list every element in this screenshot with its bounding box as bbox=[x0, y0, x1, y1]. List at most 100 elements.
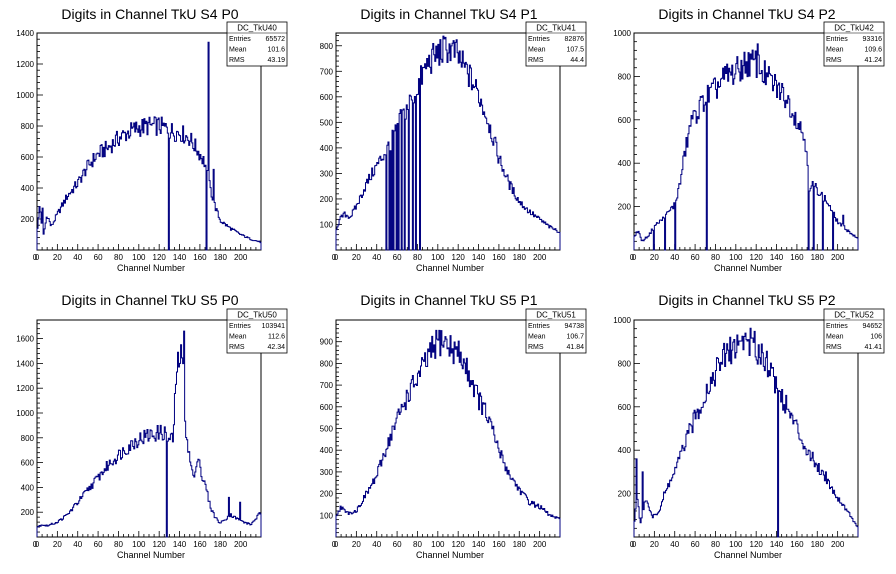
stats-box-frame bbox=[823, 308, 885, 354]
x-tick-label: 20 bbox=[352, 253, 361, 262]
stats-name: DC_TkU52 bbox=[834, 311, 874, 320]
x-tick-label: 160 bbox=[492, 540, 506, 549]
stats-name: DC_TkU50 bbox=[237, 311, 277, 320]
stats-label: RMS bbox=[528, 57, 544, 64]
x-axis-label: Channel Number bbox=[714, 550, 782, 560]
x-tick-label: 200 bbox=[831, 540, 845, 549]
y-tick-label: 800 bbox=[320, 359, 334, 368]
x-tick-label: 120 bbox=[452, 540, 466, 549]
stats-box-frame bbox=[226, 308, 288, 354]
stats-name: DC_TkU40 bbox=[237, 24, 277, 33]
stats-name: DC_TkU51 bbox=[536, 311, 576, 320]
x-tick-label: 140 bbox=[173, 540, 187, 549]
stats-box: DC_TkU40 Entries 65572 Mean 101.6 RMS 43.19 bbox=[226, 21, 288, 67]
y-tick-label: 600 bbox=[320, 403, 334, 412]
stats-value: 44.4 bbox=[570, 57, 584, 64]
y-tick-label: 500 bbox=[320, 118, 334, 127]
x-tick-label: 120 bbox=[750, 253, 764, 262]
y-tick-label: 800 bbox=[21, 434, 35, 443]
x-tick-label: 80 bbox=[413, 253, 422, 262]
stats-value: 94652 bbox=[863, 323, 883, 330]
chart-title: Digits in Channel TkU S5 P2 bbox=[658, 292, 835, 308]
stats-label: Entries bbox=[528, 36, 550, 43]
histogram-panel: Digits in Channel TkU S4 P1 0 20 40 60 80 100 1… bbox=[320, 6, 587, 273]
y-tick-label: 400 bbox=[320, 446, 334, 455]
stats-label: RMS bbox=[826, 57, 842, 64]
y-tick-label: 600 bbox=[21, 459, 35, 468]
x-tick-label: 0 bbox=[334, 253, 339, 262]
x-tick-label: 160 bbox=[193, 540, 207, 549]
stats-value: 106 bbox=[870, 334, 882, 341]
y-tick-label: 100 bbox=[320, 511, 334, 520]
x-axis-label: Channel Number bbox=[714, 263, 782, 273]
origin-tick-label: 0 bbox=[630, 253, 635, 262]
stats-label: RMS bbox=[229, 344, 245, 351]
stats-box: DC_TkU50 Entries 103941 Mean 112.6 RMS 42.34 bbox=[226, 308, 288, 354]
x-tick-label: 140 bbox=[770, 540, 784, 549]
origin-tick-label: 0 bbox=[332, 253, 337, 262]
y-tick-label: 600 bbox=[21, 153, 35, 162]
x-tick-label: 40 bbox=[73, 253, 82, 262]
x-axis-label: Channel Number bbox=[416, 263, 484, 273]
y-tick-label: 600 bbox=[618, 116, 632, 125]
y-tick-label: 1000 bbox=[613, 29, 631, 38]
x-tick-label: 160 bbox=[492, 253, 506, 262]
chart-title: Digits in Channel TkU S4 P2 bbox=[658, 6, 835, 22]
origin-tick-label: 0 bbox=[630, 540, 635, 549]
x-tick-label: 160 bbox=[193, 253, 207, 262]
histogram-line bbox=[36, 41, 262, 251]
x-tick-label: 200 bbox=[234, 540, 248, 549]
x-tick-label: 20 bbox=[53, 540, 62, 549]
stats-value: 107.5 bbox=[566, 47, 584, 54]
y-tick-label: 200 bbox=[320, 195, 334, 204]
x-tick-label: 100 bbox=[729, 253, 743, 262]
x-tick-label: 80 bbox=[711, 253, 720, 262]
stats-label: Entries bbox=[826, 323, 848, 330]
x-tick-label: 0 bbox=[632, 253, 637, 262]
y-tick-label: 400 bbox=[21, 184, 35, 193]
stats-box-frame bbox=[226, 21, 288, 67]
y-tick-label: 700 bbox=[320, 381, 334, 390]
y-tick-label: 200 bbox=[618, 203, 632, 212]
origin-tick-label: 0 bbox=[332, 540, 337, 549]
y-tick-label: 200 bbox=[21, 215, 35, 224]
stats-value: 109.6 bbox=[864, 47, 882, 54]
x-tick-label: 40 bbox=[670, 540, 679, 549]
x-tick-label: 120 bbox=[153, 540, 167, 549]
y-tick-label: 600 bbox=[618, 403, 632, 412]
stats-value: 41.24 bbox=[864, 57, 882, 64]
x-tick-label: 100 bbox=[431, 540, 445, 549]
x-tick-label: 20 bbox=[53, 253, 62, 262]
chart-title: Digits in Channel TkU S5 P1 bbox=[360, 292, 537, 308]
x-tick-label: 140 bbox=[173, 253, 187, 262]
x-tick-label: 180 bbox=[513, 540, 527, 549]
histogram-line bbox=[335, 35, 561, 251]
x-tick-label: 120 bbox=[452, 253, 466, 262]
x-tick-label: 0 bbox=[35, 540, 40, 549]
y-tick-label: 600 bbox=[320, 93, 334, 102]
chart-title: Digits in Channel TkU S5 P0 bbox=[61, 292, 238, 308]
y-tick-label: 800 bbox=[21, 122, 35, 131]
y-tick-label: 1200 bbox=[16, 60, 34, 69]
y-tick-label: 900 bbox=[320, 338, 334, 347]
stats-value: 65572 bbox=[266, 36, 286, 43]
histogram-panel: Digits in Channel TkU S5 P1 0 20 40 60 80 100 1… bbox=[320, 292, 587, 560]
x-axis-label: Channel Number bbox=[416, 550, 484, 560]
x-tick-label: 0 bbox=[35, 253, 40, 262]
x-tick-label: 100 bbox=[132, 253, 146, 262]
histogram-panel: Digits in Channel TkU S5 P0 0 20 40 60 80 100 1… bbox=[16, 292, 288, 560]
stats-label: Mean bbox=[826, 47, 844, 54]
x-tick-label: 140 bbox=[472, 540, 486, 549]
stats-label: RMS bbox=[528, 344, 544, 351]
x-tick-label: 160 bbox=[790, 540, 804, 549]
stats-value: 42.34 bbox=[267, 344, 285, 351]
y-tick-label: 400 bbox=[320, 144, 334, 153]
chart-title: Digits in Channel TkU S4 P1 bbox=[360, 6, 537, 22]
stats-label: Entries bbox=[229, 323, 251, 330]
x-tick-label: 180 bbox=[214, 253, 228, 262]
x-tick-label: 0 bbox=[632, 540, 637, 549]
y-tick-label: 400 bbox=[618, 446, 632, 455]
x-tick-label: 0 bbox=[334, 540, 339, 549]
x-tick-label: 80 bbox=[711, 540, 720, 549]
